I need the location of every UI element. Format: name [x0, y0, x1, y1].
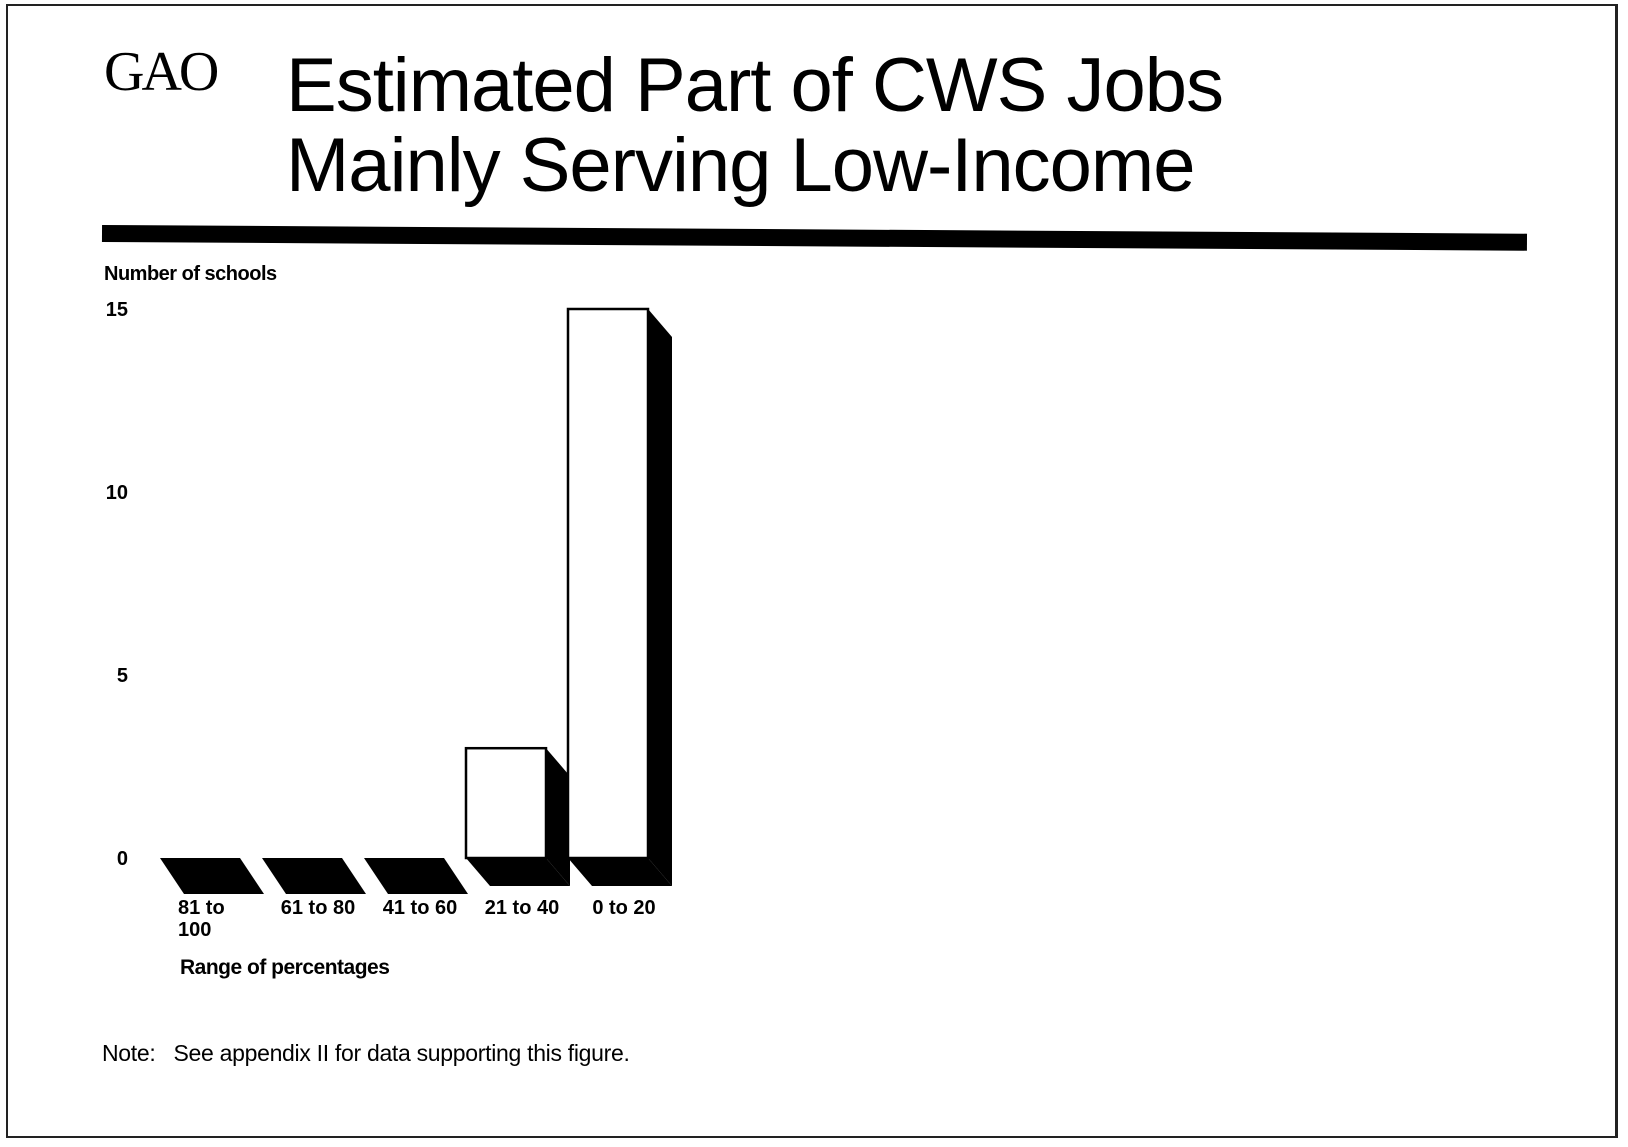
bar — [364, 858, 468, 894]
figure-frame — [6, 4, 1618, 1138]
title-line-2: Mainly Serving Low-Income — [286, 123, 1196, 208]
bar — [464, 746, 548, 860]
x-tick-label: 81 to 100 — [178, 897, 225, 941]
y-tick-label: 5 — [117, 665, 128, 687]
title-line-1: Estimated Part of CWS Jobs — [286, 43, 1224, 128]
figure-note: Note: See appendix II for data supporting… — [102, 1040, 630, 1067]
x-tick-label: 0 to 20 — [592, 897, 655, 919]
note-label: Note: — [102, 1040, 156, 1066]
y-tick-label: 15 — [106, 299, 128, 321]
bar — [160, 858, 264, 894]
figure-title: Estimated Part of CWS Jobs Mainly Servin… — [286, 46, 1386, 206]
y-tick-label: 10 — [106, 482, 128, 504]
y-tick-label: 0 — [117, 848, 128, 870]
bar-base — [568, 858, 672, 886]
note-text: See appendix II for data supporting this… — [173, 1040, 630, 1066]
bar-side — [546, 748, 570, 886]
bar-base — [466, 858, 570, 886]
x-tick-label: 61 to 80 — [281, 897, 355, 919]
x-axis-label: Range of percentages — [180, 956, 390, 979]
x-tick-label: 41 to 60 — [383, 897, 457, 919]
bar — [566, 307, 650, 860]
bar — [262, 858, 366, 894]
x-tick-label: 21 to 40 — [485, 897, 559, 919]
y-axis-label: Number of schools — [104, 263, 277, 285]
bar-side — [648, 309, 672, 886]
gao-logo: GAO — [104, 41, 219, 103]
